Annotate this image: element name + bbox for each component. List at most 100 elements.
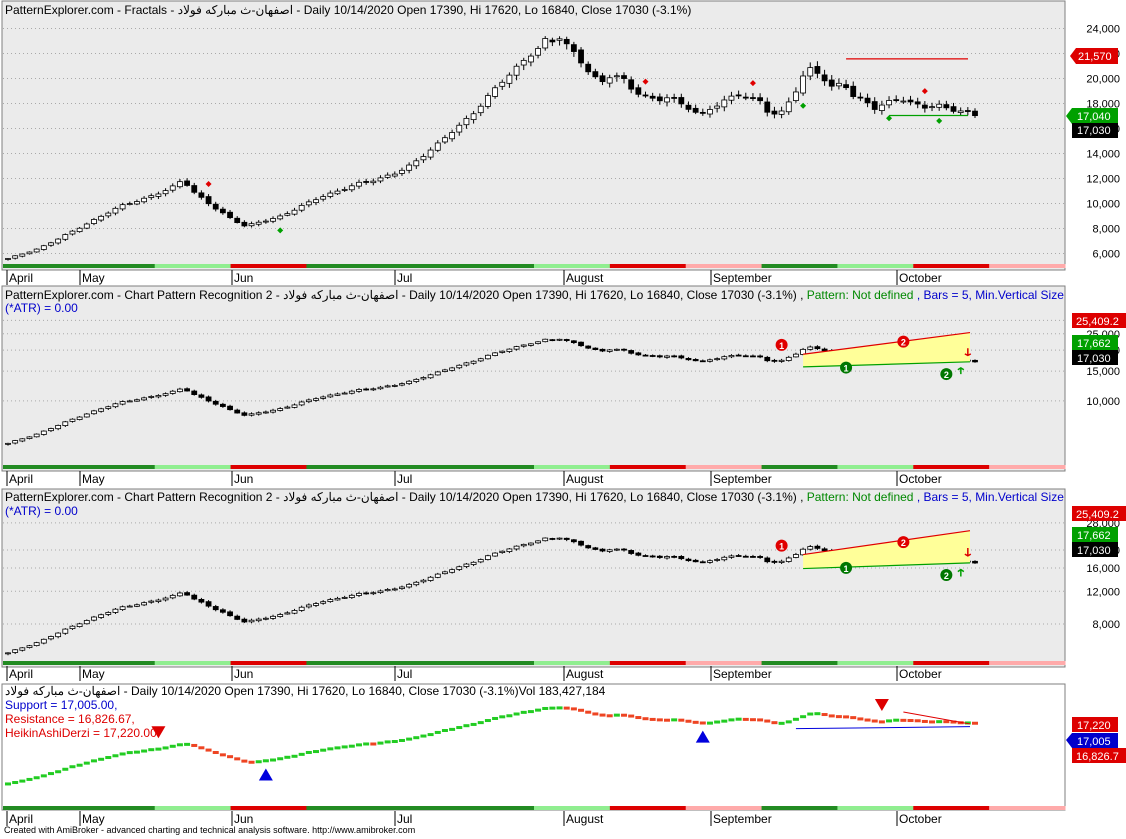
panel3-y-tick-label: 8,000 [1092,619,1120,631]
trend-strip-segment [837,661,914,665]
pivot-marker [897,335,910,348]
candle-body [291,209,298,215]
p4-label-mid-box [1066,733,1118,748]
candle-body [685,104,692,110]
panel2-month-label: Jun [234,472,253,486]
candle-body [148,195,155,198]
panel1-y-tick-label: 14,000 [1086,149,1120,161]
heikin-ashi-brick [878,720,885,724]
trend-strip-segment [685,264,763,268]
candle-body [506,548,513,552]
candle-body [356,592,362,596]
candle-body [255,221,262,225]
heikin-ashi-brick [477,721,484,725]
panel4-month-label: Jul [397,812,412,826]
trend-strip-segment [154,661,232,665]
panel2-background [1,285,1066,472]
heikin-ashi-brick [771,721,778,725]
panel2-month-label: October [899,472,942,486]
candle-body [370,180,377,184]
trend-strip-segment [609,661,687,665]
trend-strip-segment [837,806,914,810]
candle-body [413,581,420,586]
candle-body [40,638,47,644]
candle-body [707,560,713,563]
heikin-ashi-brick [406,737,413,741]
heikin-ashi-brick [427,733,434,737]
candle-body [477,105,484,114]
candle-body [757,97,764,102]
candle-body [463,117,470,126]
candle-body [155,395,162,398]
heikin-ashi-brick [578,708,585,712]
candle-body [33,433,40,438]
trend-strip-segment [78,264,156,268]
candle-body [972,110,978,117]
trend-strip-segment [609,806,687,810]
candle-body [442,369,448,372]
heikin-ashi-brick [835,715,842,719]
panel2-month-label: Jul [397,472,412,486]
heikin-ashi-brick [463,724,470,728]
candle-body [678,555,685,560]
heikin-ashi-brick [785,720,792,724]
candle-body [606,349,613,352]
panel1-month-label: May [82,271,105,285]
heikin-ashi-brick [162,746,169,750]
trend-strip-segment [306,465,383,469]
pattern-channel [803,332,970,367]
p4-label-top-box [1072,717,1118,732]
candle-body [427,576,434,581]
fractal-up-marker [205,181,212,188]
candle-body [678,97,685,105]
candle-body [262,617,269,620]
heikin-ashi-brick [621,713,628,717]
heikin-ashi-brick [5,782,11,786]
candle-body [778,560,785,563]
candle-body [334,393,341,396]
trend-strip-segment [685,661,763,665]
candle-body [348,185,355,191]
candle-body [55,425,62,430]
candle-body [69,418,76,422]
p2-label-close-box [1072,350,1118,365]
candle-body [19,253,26,257]
candle-body [549,339,556,342]
heikin-ashi-brick [843,715,850,719]
panel1-month-label: October [899,271,942,285]
pivot-number: 2 [944,370,949,380]
candle-body [592,347,599,351]
pivot-number: 1 [844,364,849,374]
candle-body [177,388,183,393]
candle-body [55,238,62,244]
panel4-month-label: April [9,812,33,826]
candle-body [785,356,792,361]
candle-body [585,63,592,73]
heikin-ashi-brick [943,720,950,724]
candle-body [814,66,821,74]
heikin-ashi-brick [320,748,327,752]
heikin-ashi-brick [169,744,176,748]
candle-body [320,396,327,399]
candle-body [621,75,627,79]
candle-body [248,619,255,623]
candle-body [363,388,370,391]
candle-body [485,354,491,360]
panel3-pattern: Pattern: Not defined [807,490,914,504]
panel4-support: Support = 17,005.00, [5,698,117,712]
candle-body [499,81,506,87]
heikin-ashi-brick [105,756,112,760]
candle-body [234,615,241,620]
panel4-resistance: Resistance = 16,826.67, [5,712,135,726]
trend-strip-segment [3,806,80,810]
trend-strip-segment [534,661,611,665]
candle-body [843,84,849,89]
candle-body [771,110,778,115]
heikin-ashi-brick [613,713,620,717]
p4-label-mid: 17,005 [1077,736,1111,748]
p3-label-upper-box [1072,506,1126,521]
candle-body [628,350,635,354]
panel2-month-label: August [566,472,604,486]
heikin-ashi-brick [55,770,62,774]
